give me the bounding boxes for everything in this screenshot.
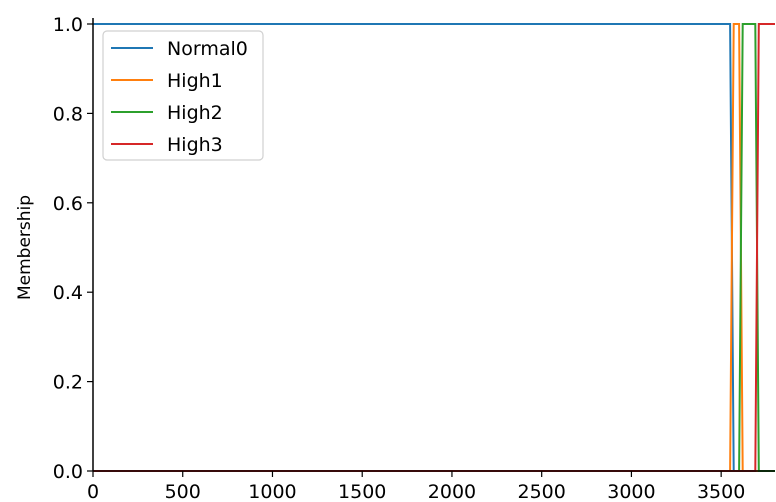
x-tick-label: 2500 [518,481,566,502]
legend-label: High2 [167,102,223,124]
legend-box [102,30,264,161]
y-tick-label: 0.6 [53,193,83,215]
y-axis-label: Membership [15,195,35,300]
x-tick-label: 3000 [607,481,655,502]
x-tick-label: 2000 [428,481,476,502]
legend-label: High3 [167,134,223,156]
x-tick-label: 3500 [697,481,745,502]
y-tick-label: 0.0 [53,461,83,483]
y-tick-label: 0.2 [53,372,83,394]
y-tick-label: 0.4 [53,282,83,304]
y-tick-label: 0.8 [53,103,83,125]
x-tick-label: 500 [165,481,201,502]
x-tick-label: 0 [87,481,99,502]
y-tick-label: 1.0 [53,14,83,36]
x-ticks: 0 500 1000 1500 2000 2500 3000 3500 [87,471,745,502]
x-tick-label: 1500 [338,481,386,502]
y-ticks: 0.0 0.2 0.4 0.6 0.8 1.0 [53,14,93,483]
x-tick-label: 1000 [248,481,296,502]
legend-label: High1 [167,70,223,92]
legend: Normal0 High1 High2 High3 [102,30,264,161]
legend-label: Normal0 [167,38,248,60]
axes [92,18,775,472]
